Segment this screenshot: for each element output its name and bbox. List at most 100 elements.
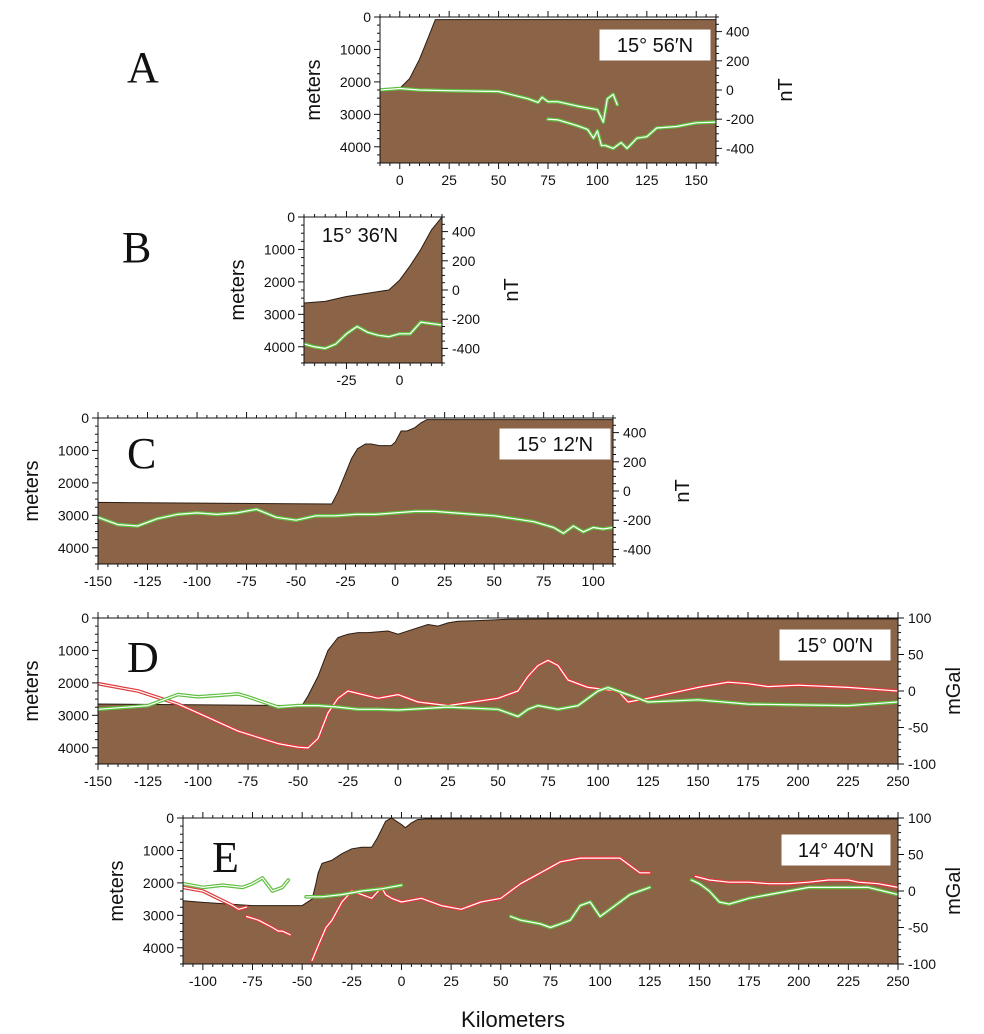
- x-tick-label: 50: [493, 973, 509, 989]
- x-tick-label: -125: [134, 573, 162, 589]
- bathymetry-area: [98, 419, 613, 564]
- left-tick-label: 2000: [143, 875, 174, 891]
- left-axis-title: meters: [21, 660, 43, 721]
- x-tick-label: 150: [688, 973, 712, 989]
- left-tick-label: 2000: [264, 274, 295, 290]
- panel-a: 0 25 50 75 100 125 15001000200030004000meters4…: [127, 9, 797, 188]
- right-axis-title: nT: [672, 479, 694, 502]
- gravity-line-inner: [311, 857, 651, 961]
- right-tick-label: -100: [908, 956, 936, 972]
- panel-d: -150 -125 -100 -75 -50 -25 0 25 50 75 100 125 150 175…: [21, 610, 965, 789]
- x-tick-label: 175: [736, 773, 760, 789]
- latitude-label: 14° 40′N: [798, 840, 874, 862]
- latitude-label-box: [305, 219, 415, 251]
- right-tick-label: 0: [623, 483, 631, 499]
- right-tick-label: -400: [726, 140, 754, 156]
- right-tick-label: 0: [908, 883, 916, 899]
- x-tick-label: 200: [786, 773, 810, 789]
- gravity-line-inner: [183, 886, 248, 910]
- left-tick-label: 2000: [58, 475, 89, 491]
- left-tick-label: 0: [81, 610, 89, 626]
- right-tick-label: 0: [726, 82, 734, 98]
- left-tick-label: 3000: [143, 907, 174, 923]
- x-tick-label: 0: [396, 172, 404, 188]
- left-tick-label: 3000: [340, 106, 371, 122]
- gravity-series-4: [693, 874, 898, 890]
- x-tick-label: 0: [398, 973, 406, 989]
- panel-letter: D: [127, 633, 159, 682]
- x-tick-label: -75: [236, 573, 256, 589]
- left-tick-label: 4000: [264, 339, 295, 355]
- x-tick-label: 225: [836, 773, 860, 789]
- left-tick-label: 1000: [58, 442, 89, 458]
- right-tick-label: 100: [908, 610, 932, 626]
- x-tick-label: 75: [536, 573, 552, 589]
- right-axis-title: nT: [775, 78, 797, 101]
- x-tick-label: 125: [636, 773, 660, 789]
- magnetic-series-8: [689, 878, 898, 906]
- left-axis-title: meters: [227, 259, 249, 320]
- x-tick-label: -150: [84, 773, 112, 789]
- left-tick-label: 4000: [340, 139, 371, 155]
- latitude-label-box: [781, 834, 891, 866]
- latitude-label: 15° 00′N: [797, 635, 873, 657]
- x-tick-label: 75: [540, 172, 556, 188]
- gravity-line-inner: [694, 875, 898, 888]
- left-tick-label: 4000: [58, 740, 89, 756]
- left-tick-label: 0: [363, 9, 371, 25]
- x-tick-label: 100: [586, 773, 610, 789]
- x-tick-label: 0: [391, 573, 399, 589]
- x-tick-label: 200: [787, 973, 811, 989]
- magnetic-series-7: [508, 885, 652, 930]
- x-tick-label: -75: [242, 973, 262, 989]
- right-tick-label: 50: [908, 647, 924, 663]
- x-tick-label: 175: [737, 973, 761, 989]
- left-tick-label: 0: [81, 410, 89, 426]
- magnetic-series-1: [304, 320, 442, 351]
- x-tick-label: 125: [638, 973, 662, 989]
- magnetic-line-inner: [690, 879, 898, 905]
- latitude-label-box: [779, 629, 891, 661]
- right-tick-label: 400: [623, 425, 647, 441]
- x-tick-label: -50: [286, 573, 306, 589]
- magnetic-line-inner: [304, 321, 442, 349]
- gravity-series-2: [244, 914, 293, 937]
- x-tick-label: 25: [437, 573, 453, 589]
- magnetic-series-1: [380, 86, 619, 124]
- magnetic-line-inner: [305, 884, 403, 898]
- x-tick-label: 0: [394, 773, 402, 789]
- x-tick-label: 50: [486, 573, 502, 589]
- panel-letter: B: [122, 223, 151, 272]
- left-tick-label: 3000: [264, 306, 295, 322]
- x-tick-label: 250: [886, 973, 910, 989]
- right-tick-label: -200: [452, 311, 480, 327]
- magnetic-line-inner: [547, 118, 716, 149]
- right-tick-label: -100: [908, 756, 936, 772]
- right-tick-label: -400: [452, 340, 480, 356]
- left-tick-label: 4000: [58, 540, 89, 556]
- magnetic-line-inner: [183, 877, 289, 892]
- magnetic-line-inner: [98, 686, 898, 718]
- right-tick-label: -200: [726, 111, 754, 127]
- x-tick-label: 25: [440, 773, 456, 789]
- left-tick-label: 3000: [58, 507, 89, 523]
- magnetic-line-inner: [510, 886, 651, 929]
- panel-letter: C: [127, 429, 156, 478]
- left-tick-label: 4000: [143, 940, 174, 956]
- x-tick-label: 0: [396, 372, 404, 388]
- right-tick-label: 400: [726, 24, 750, 40]
- x-tick-label: -50: [288, 773, 308, 789]
- latitude-label: 15° 36′N: [322, 225, 398, 247]
- x-tick-label: -25: [336, 372, 356, 388]
- latitude-label: 15° 12′N: [517, 434, 593, 456]
- x-tick-label: -25: [335, 573, 355, 589]
- bathymetry-area: [98, 618, 898, 764]
- left-tick-label: 3000: [58, 707, 89, 723]
- x-tick-label: -75: [238, 773, 258, 789]
- latitude-label: 15° 56′N: [617, 35, 693, 57]
- x-tick-label: 75: [540, 773, 556, 789]
- right-tick-label: 50: [908, 847, 924, 863]
- right-tick-label: 400: [452, 224, 476, 240]
- x-tick-label: -100: [184, 773, 212, 789]
- x-tick-label: 250: [886, 773, 910, 789]
